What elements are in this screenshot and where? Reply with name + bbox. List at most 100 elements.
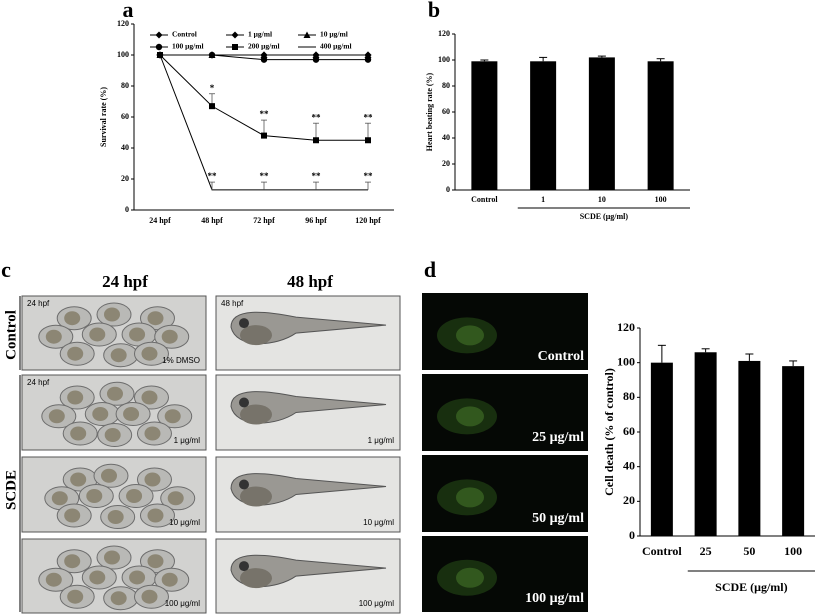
- yolk: [86, 489, 103, 503]
- marker: [312, 51, 320, 58]
- legend-label: 1 μg/ml: [248, 30, 272, 39]
- yolk: [147, 508, 164, 523]
- x-tick-label: 120 hpf: [355, 216, 381, 225]
- larva-eye: [239, 561, 249, 572]
- yolk: [48, 409, 65, 424]
- yolk: [147, 311, 164, 326]
- marker: [261, 132, 267, 139]
- yolk: [126, 489, 143, 503]
- yolk: [147, 554, 164, 569]
- x-tick-label: 96 hpf: [305, 216, 327, 225]
- y-tick-label: 100: [117, 50, 129, 59]
- row-label: SCDE: [3, 470, 19, 510]
- x-tick-label: 72 hpf: [253, 216, 275, 225]
- fluorescence-glow: [456, 567, 484, 588]
- y-tick-label: 120: [117, 19, 129, 28]
- marker: [155, 31, 163, 39]
- y-tick-label: 120: [617, 320, 635, 334]
- y-axis-label: Heart beating rate (%): [425, 72, 434, 151]
- y-tick-label: 60: [121, 112, 129, 121]
- row-label: Control: [3, 310, 19, 360]
- y-tick-label: 0: [629, 528, 635, 542]
- y-tick-label: 100: [617, 354, 635, 368]
- yolk: [45, 572, 62, 587]
- marker: [364, 56, 372, 63]
- bar: [738, 360, 761, 536]
- photo-caption: 10 μg/ml: [363, 518, 394, 527]
- yolk: [101, 468, 117, 483]
- y-axis-label: Cell death (% of control): [602, 368, 616, 496]
- yolk: [104, 428, 121, 442]
- yolk: [161, 329, 178, 344]
- yolk: [104, 307, 120, 322]
- yolk: [89, 327, 106, 342]
- column-header: 24 hpf: [102, 272, 148, 291]
- bar: [588, 57, 615, 191]
- photo-caption: 100 μg/ml: [525, 591, 584, 606]
- photo-caption: 24 hpf: [27, 299, 50, 308]
- marker: [260, 56, 268, 63]
- y-tick-label: 0: [446, 185, 450, 194]
- bar: [471, 61, 498, 190]
- y-tick-label: 20: [442, 159, 450, 168]
- x-tick-label: 10: [598, 195, 606, 204]
- yolk: [144, 472, 161, 487]
- y-tick-label: 40: [121, 143, 129, 152]
- yolk: [144, 426, 161, 441]
- photo-caption: 1 μg/ml: [368, 436, 395, 445]
- marker: [260, 51, 268, 58]
- yolk: [164, 409, 181, 424]
- legend-label: 10 μg/ml: [320, 30, 348, 39]
- yolk: [161, 572, 178, 587]
- yolk: [51, 491, 68, 506]
- y-tick-label: 80: [623, 389, 635, 403]
- yolk: [92, 407, 109, 421]
- y-axis-label: Survival rate (%): [99, 87, 108, 147]
- larva-eye: [239, 397, 249, 408]
- marker: [312, 56, 320, 63]
- y-tick-label: 40: [442, 133, 450, 142]
- fluorescence-glow: [456, 487, 484, 508]
- yolk: [67, 589, 84, 604]
- x-tick-label: 50: [743, 544, 755, 558]
- yolk: [70, 472, 87, 487]
- yolk: [107, 510, 124, 524]
- larva-yolk: [240, 325, 272, 346]
- yolk: [104, 550, 120, 565]
- bar: [694, 352, 717, 536]
- photo-caption: 100 μg/ml: [359, 599, 395, 608]
- yolk: [129, 327, 146, 342]
- marker: [313, 137, 319, 144]
- yolk: [141, 589, 158, 604]
- y-tick-label: 20: [623, 493, 635, 507]
- x-tick-label: 1: [541, 195, 545, 204]
- x-tick-label: 100: [655, 195, 667, 204]
- group-label: SCDE (μg/ml): [715, 580, 787, 594]
- significance-label: **: [260, 171, 270, 181]
- yolk: [167, 491, 184, 506]
- yolk: [64, 508, 81, 523]
- yolk: [67, 390, 84, 405]
- photo-caption: 1 μg/ml: [174, 436, 201, 445]
- significance-label: **: [364, 171, 374, 181]
- significance-label: **: [364, 112, 374, 122]
- significance-label: **: [312, 171, 322, 181]
- x-tick-label: 48 hpf: [201, 216, 223, 225]
- x-tick-label: Control: [642, 544, 682, 558]
- significance-label: *: [210, 83, 215, 93]
- larva-eye: [239, 479, 249, 490]
- photo-caption: 48 hpf: [221, 299, 244, 308]
- y-tick-label: 80: [121, 81, 129, 90]
- larva-yolk: [240, 568, 272, 589]
- legend-label: 100 μg/ml: [172, 42, 204, 51]
- yolk: [70, 426, 87, 441]
- panel-label: d: [424, 257, 436, 282]
- photo-caption: 25 μg/ml: [532, 430, 584, 445]
- significance-label: **: [312, 112, 322, 122]
- y-tick-label: 20: [121, 174, 129, 183]
- fluorescence-glow: [456, 406, 484, 427]
- x-tick-label: 25: [700, 544, 712, 558]
- legend-label: 400 μg/ml: [320, 42, 352, 51]
- larva-yolk: [240, 486, 272, 507]
